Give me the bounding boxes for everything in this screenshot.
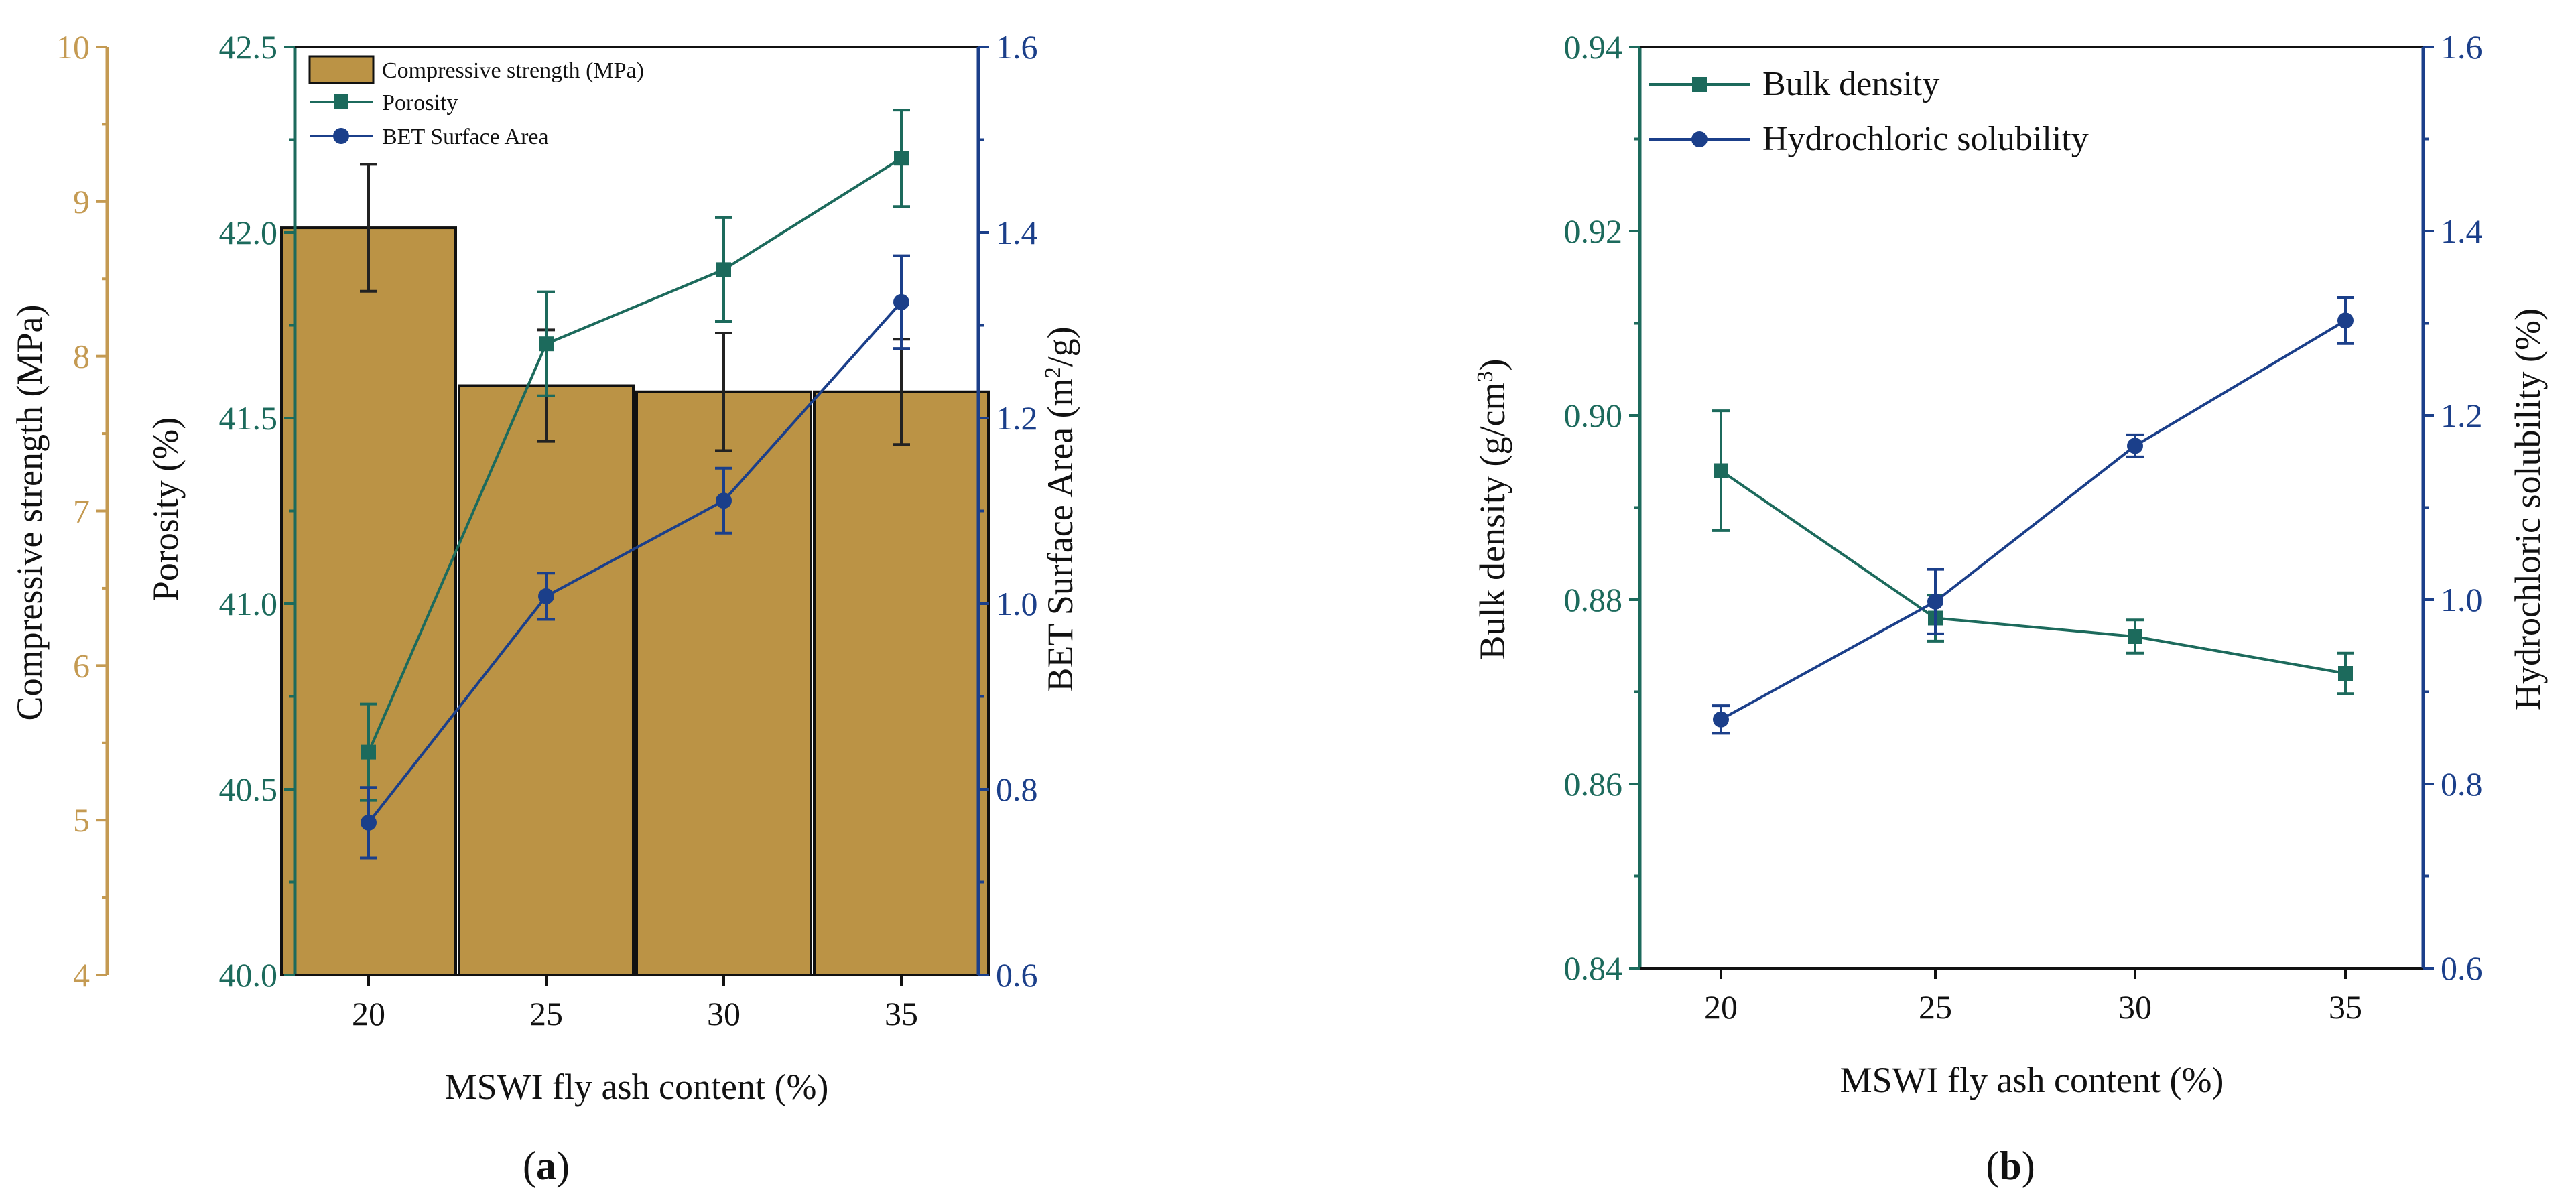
x-axis-title: MSWI fly ash content (%) xyxy=(1840,1060,2224,1100)
bet-point xyxy=(716,492,732,509)
bulk-density-tick-label: 0.84 xyxy=(1564,949,1623,987)
bet-axis-title: BET Surface Area (m2/g) xyxy=(1040,326,1080,691)
bet-series-line xyxy=(367,301,903,824)
legend-bet-label: BET Surface Area xyxy=(382,125,549,149)
x-axis-title: MSWI fly ash content (%) xyxy=(445,1067,829,1107)
hcl-point xyxy=(1713,711,1729,728)
panel-b-chart: 0.84 0.86 0.88 0.90 0.92 0.94 0.6 0.8 1.0 1.2 1.4 1… xyxy=(1472,28,2548,1188)
hcl-series-line xyxy=(1720,319,2347,721)
bulk-density-tick-label: 0.90 xyxy=(1564,397,1623,434)
legend-strength-label: Compressive strength (MPa) xyxy=(382,58,644,83)
panel-label-b: (b) xyxy=(1986,1144,2035,1188)
bulk-density-series-line xyxy=(1720,469,2346,675)
legend-porosity-marker xyxy=(334,94,348,109)
bet-tick-label: 0.8 xyxy=(996,771,1038,808)
porosity-point xyxy=(894,151,909,166)
hcl-point xyxy=(2127,438,2143,454)
x-tick-label: 30 xyxy=(2118,988,2152,1026)
panel-label-a: (a) xyxy=(523,1144,570,1188)
bet-point xyxy=(538,588,554,604)
bet-tick-label: 1.0 xyxy=(996,585,1038,622)
hcl-tick-label: 0.6 xyxy=(2441,949,2483,987)
bulk-density-axis-title: Bulk density (g/cm3) xyxy=(1472,359,1512,660)
legend-bet-marker xyxy=(333,128,349,144)
x-tick-label: 20 xyxy=(1704,988,1738,1026)
bulk-density-tick-label: 0.88 xyxy=(1564,581,1623,618)
porosity-tick-label: 42.0 xyxy=(219,214,278,251)
bet-tick-label: 1.2 xyxy=(996,399,1038,437)
strength-tick-label: 10 xyxy=(56,28,90,66)
hcl-tick-label: 0.8 xyxy=(2441,765,2483,803)
strength-bar xyxy=(280,226,457,977)
hcl-point xyxy=(1927,593,1943,610)
bet-point xyxy=(361,814,377,831)
bulk-density-point xyxy=(2338,666,2353,681)
strength-tick-label: 9 xyxy=(73,183,90,220)
bet-tick-label: 1.4 xyxy=(996,214,1038,251)
strength-tick-label: 6 xyxy=(73,647,90,684)
porosity-tick-label: 40.5 xyxy=(219,771,278,808)
x-tick-label: 35 xyxy=(885,995,918,1033)
hcl-tick-label: 1.2 xyxy=(2441,397,2483,434)
legend-strength-swatch xyxy=(308,55,375,84)
porosity-axis-title: Porosity (%) xyxy=(145,417,186,601)
hcl-tick-label: 1.4 xyxy=(2441,212,2483,250)
bulk-density-tick-label: 0.86 xyxy=(1564,765,1623,803)
bulk-density-point xyxy=(2128,629,2142,644)
x-tick-label: 20 xyxy=(352,995,385,1033)
bulk-density-tick-label: 0.92 xyxy=(1564,212,1623,250)
bulk-density-point xyxy=(1714,463,1728,478)
bulk-density-tick-label: 0.94 xyxy=(1564,28,1623,66)
porosity-point xyxy=(539,336,554,352)
legend-bulk-density-marker xyxy=(1692,77,1707,92)
porosity-tick-label: 42.5 xyxy=(219,28,278,66)
strength-axis-title: Compressive strength (MPa) xyxy=(9,305,50,721)
porosity-tick-label: 41.0 xyxy=(219,585,278,622)
hcl-tick-label: 1.6 xyxy=(2441,28,2483,66)
porosity-tick-label: 41.5 xyxy=(219,399,278,437)
x-tick-label: 30 xyxy=(707,995,740,1033)
legend-hcl-label: Hydrochloric solubility xyxy=(1762,120,2089,158)
porosity-tick-label: 40.0 xyxy=(219,956,278,994)
strength-tick-label: 8 xyxy=(73,338,90,375)
strength-bar xyxy=(813,390,990,976)
x-tick-label: 25 xyxy=(529,995,563,1033)
strength-bar xyxy=(458,384,635,976)
strength-tick-label: 7 xyxy=(73,492,90,530)
panel-a-chart: 4 5 6 7 8 9 10 40.0 40.5 41.0 41.5 42.0 42.5 0.6 0.8 1.… xyxy=(9,28,1080,1188)
hcl-axis-title: Hydrochloric solubility (%) xyxy=(2508,308,2548,710)
porosity-point xyxy=(716,262,731,277)
legend-bulk-density-label: Bulk density xyxy=(1762,65,1939,103)
hcl-tick-label: 1.0 xyxy=(2441,581,2483,618)
strength-tick-label: 4 xyxy=(73,956,90,994)
x-tick-label: 35 xyxy=(2329,988,2362,1026)
hcl-point xyxy=(2337,312,2354,329)
legend-hcl-marker xyxy=(1691,131,1708,147)
bet-point xyxy=(893,293,909,310)
porosity-series-line xyxy=(367,157,903,753)
porosity-point xyxy=(361,744,376,760)
x-tick-label: 25 xyxy=(1919,988,1952,1026)
bet-tick-label: 1.6 xyxy=(996,28,1038,66)
legend-porosity-label: Porosity xyxy=(382,90,458,115)
bet-tick-label: 0.6 xyxy=(996,956,1038,994)
strength-tick-label: 5 xyxy=(73,801,90,839)
